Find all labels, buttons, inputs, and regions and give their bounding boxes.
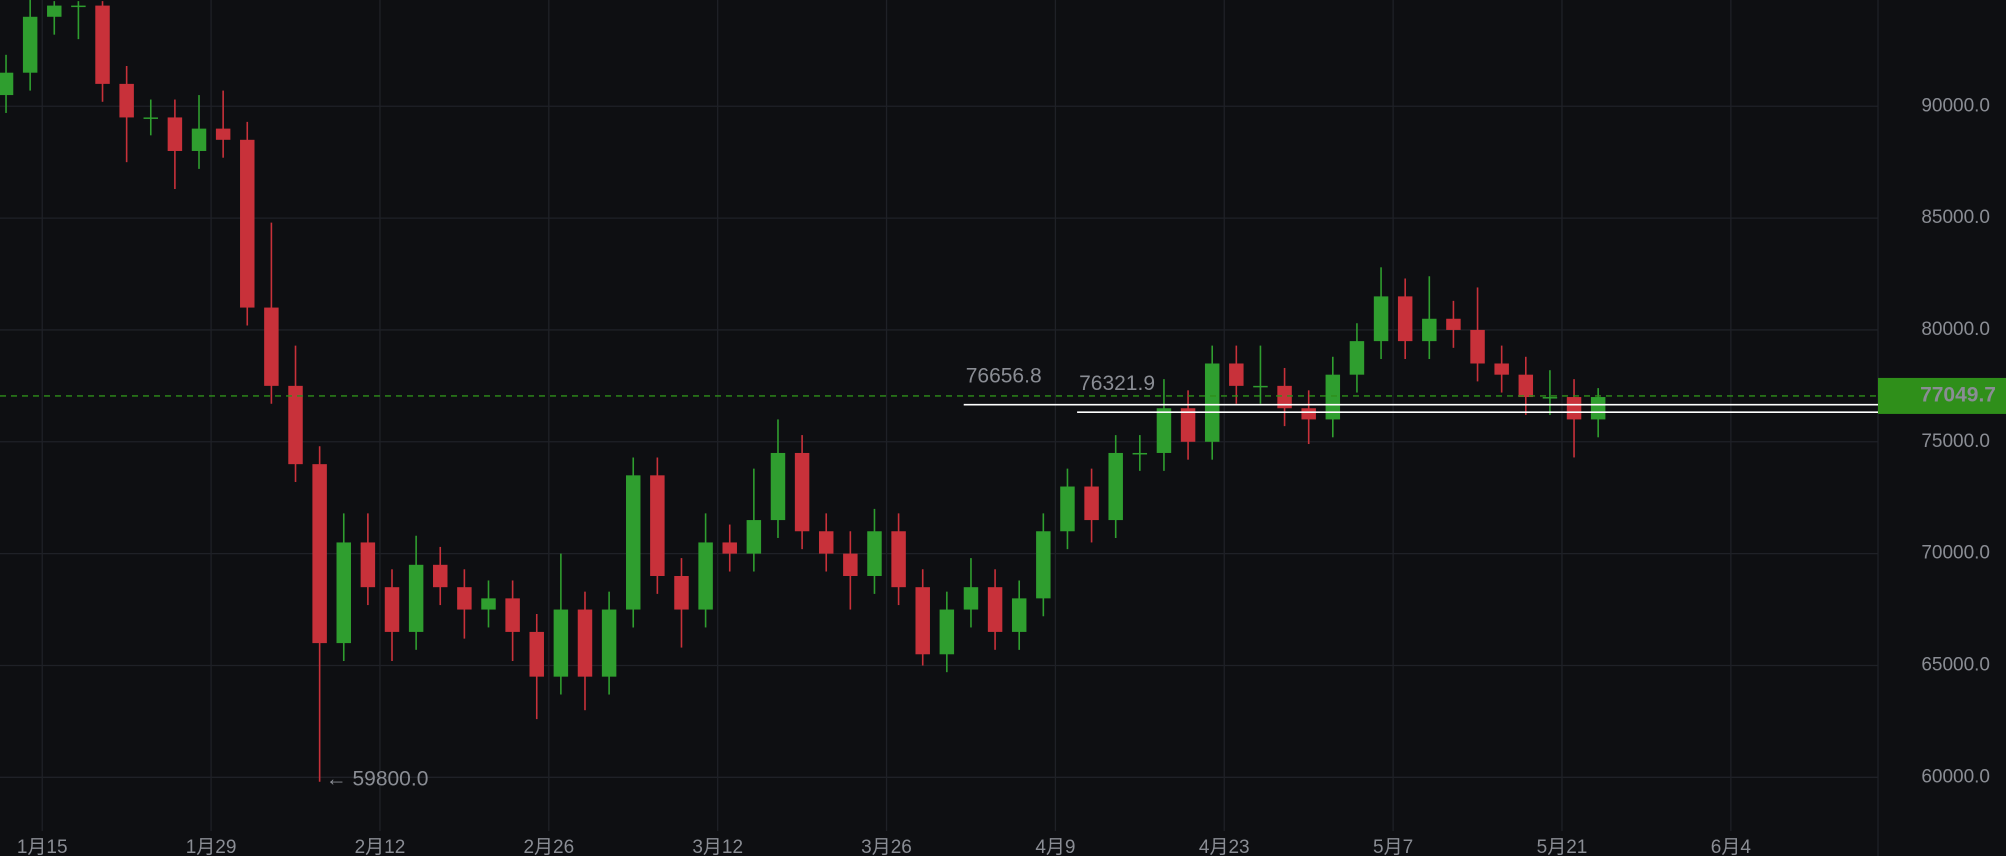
candle-body (867, 531, 882, 576)
candle-body (457, 587, 472, 610)
candle-body (312, 464, 327, 644)
y-tick-label: 65000.0 (1921, 654, 1990, 675)
candle-body (1036, 531, 1051, 599)
candle-body (505, 598, 520, 632)
candle-body (1060, 486, 1075, 532)
candle-body (215, 128, 231, 140)
candle-body (1156, 408, 1172, 453)
candle-body (698, 542, 713, 610)
candle-body (1446, 318, 1461, 330)
candle-body (1349, 341, 1365, 375)
candle-body (915, 587, 930, 655)
candle-body (22, 16, 38, 73)
candle-body (1422, 318, 1437, 342)
candle-body (1590, 397, 1606, 420)
x-tick-label: 5月7 (1373, 837, 1413, 856)
y-tick-label: 80000.0 (1921, 319, 1990, 340)
y-tick-label: 70000.0 (1921, 543, 1990, 564)
candle-body (143, 117, 159, 119)
candle-body (1301, 408, 1316, 420)
x-tick-label: 5月21 (1537, 837, 1588, 856)
candle-body (529, 631, 544, 677)
candle-body (939, 609, 955, 655)
candle-body (843, 553, 858, 576)
y-tick-label: 75000.0 (1921, 431, 1990, 452)
low-marker-label: ← 59800.0 (326, 767, 429, 790)
x-tick-label: 2月26 (523, 837, 574, 856)
x-tick-label: 2月12 (355, 837, 406, 856)
candle-body (384, 587, 400, 632)
x-tick-label: 6月4 (1711, 837, 1752, 856)
candle-body (1204, 363, 1220, 442)
candle-body (1011, 598, 1027, 632)
candle-body (47, 5, 62, 17)
candle-body (794, 452, 810, 532)
candle-body (1229, 363, 1244, 386)
candle-body (577, 609, 593, 677)
candle-body (746, 520, 762, 554)
level-label: 76321.9 (1079, 372, 1155, 395)
candle-body (987, 587, 1003, 632)
candle-body (963, 587, 979, 610)
y-tick-label: 90000.0 (1921, 95, 1990, 116)
candle-body (167, 117, 183, 151)
x-tick-label: 1月15 (17, 837, 68, 856)
candle-body (1373, 296, 1389, 342)
y-tick-label: 60000.0 (1921, 766, 1990, 787)
candle-body (1325, 374, 1341, 420)
candle-body (891, 531, 906, 588)
candle-body (1542, 397, 1558, 399)
x-tick-label: 4月9 (1035, 837, 1075, 856)
x-tick-label: 3月26 (861, 837, 912, 856)
candle-body (1132, 452, 1148, 455)
x-tick-label: 4月23 (1199, 837, 1250, 856)
candle-body (553, 609, 569, 677)
candle-body (601, 609, 617, 677)
candle-body (626, 475, 641, 610)
candle-body (95, 5, 110, 84)
candle-body (1253, 385, 1268, 388)
candle-body (1470, 329, 1485, 364)
last-price-label: 77049.7 (1920, 383, 1996, 406)
candle-body (1277, 385, 1292, 409)
candle-body (481, 598, 496, 610)
candle-body (1180, 408, 1196, 442)
y-tick-label: 85000.0 (1921, 207, 1990, 228)
candle-body (0, 72, 14, 96)
candle-body (360, 542, 376, 588)
candle-body (408, 564, 424, 632)
candle-body (191, 128, 207, 151)
candle-body (1494, 363, 1509, 375)
candle-body (1397, 296, 1413, 342)
candle-body (1108, 452, 1123, 521)
candle-body (119, 83, 134, 118)
candle-body (240, 139, 255, 308)
candle-body (674, 575, 689, 610)
candle-body (433, 564, 448, 588)
candle-body (1518, 374, 1534, 398)
candle-body (288, 385, 303, 465)
candle-body (1566, 397, 1582, 420)
candle-body (650, 475, 665, 576)
candle-body (336, 542, 351, 644)
x-tick-label: 1月29 (186, 837, 237, 856)
candle-body (264, 307, 279, 386)
last-price-box (1878, 377, 2006, 414)
candle-body (71, 5, 86, 8)
level-label: 76656.8 (966, 364, 1042, 387)
candle-body (770, 452, 786, 521)
x-tick-label: 3月12 (692, 837, 743, 856)
candle-body (818, 531, 834, 554)
candle-body (722, 542, 737, 554)
candle-body (1084, 486, 1099, 521)
